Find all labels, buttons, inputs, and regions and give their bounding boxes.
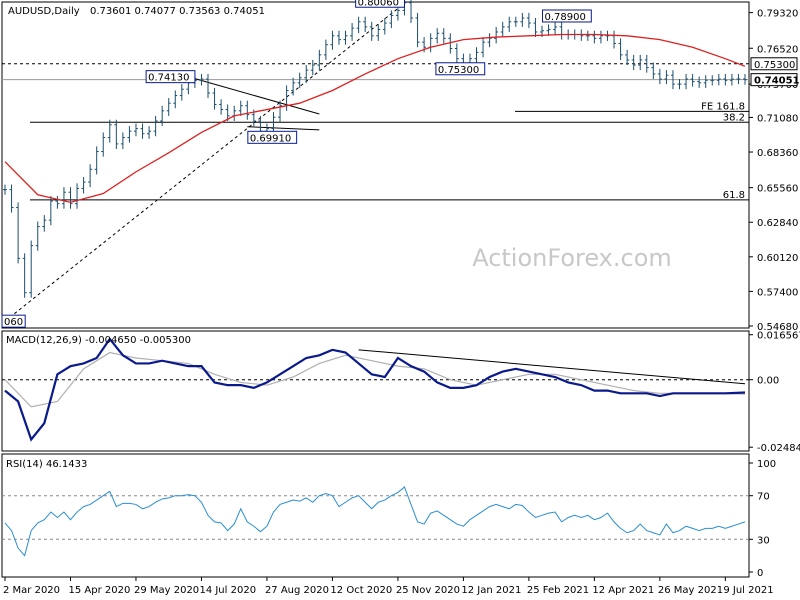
annotation-label-2: 0.75300	[438, 65, 479, 76]
date-tick-label: 29 May 2020	[134, 585, 199, 596]
date-tick-label: 9 Jul 2021	[723, 585, 773, 596]
price-axis: 0.793200.765200.737000.710800.683600.655…	[749, 9, 800, 333]
macd-tick-label: -0.02484	[757, 443, 800, 454]
rsi-tick-label: 100	[757, 459, 776, 470]
rsi-axis: 100 70 30 0	[749, 459, 776, 579]
trend-line-dashed	[4, 2, 405, 322]
rsi-panel-frame	[1, 453, 750, 578]
moving-average-line	[4, 33, 746, 204]
level-label-3: 38.2	[723, 112, 745, 123]
price-tag-box-0	[750, 57, 798, 71]
triangle-lower-line	[247, 126, 320, 131]
annotation-label-0: 0.80060	[358, 0, 399, 8]
price-tag-label-0: 0.75300	[754, 60, 795, 71]
rsi-line	[4, 486, 746, 557]
triangle-upper-line	[194, 78, 320, 115]
annotation-label-3: 0.74130	[148, 73, 189, 84]
date-tick-label: 25 Feb 2021	[527, 585, 589, 596]
level-label-4: 61.8	[723, 190, 745, 201]
date-tick-label: 12 Oct 2020	[330, 585, 392, 596]
annotation-label-1: 0.78900	[544, 12, 585, 23]
macd-title: MACD(12,26,9) -0.004650 -0.005300	[6, 335, 191, 346]
rsi-series	[2, 486, 749, 557]
price-tick-label: 0.71080	[757, 113, 798, 124]
macd-signal-line	[4, 351, 746, 408]
date-tick-label: 2 Mar 2020	[3, 585, 60, 596]
level-label-2: FE 161.8	[701, 101, 745, 112]
date-tick-label: 12 Jan 2021	[461, 585, 521, 596]
date-tick-label: 26 May 2021	[658, 585, 723, 596]
macd-axis: 0.016567 0.00 -0.02484	[749, 331, 800, 454]
price-tag-label-1: 0.74051	[754, 76, 800, 87]
date-tick-label: 12 Apr 2021	[592, 585, 654, 596]
rsi-title: RSI(14) 46.1433	[6, 459, 87, 470]
rsi-tick-label: 70	[757, 492, 770, 503]
macd-panel-frame	[1, 330, 750, 452]
price-series	[3, 0, 747, 298]
annotation-box-5	[1, 314, 26, 328]
price-tick-label: 0.79320	[757, 9, 798, 20]
annotation-box-2	[435, 62, 486, 76]
rsi-tick-label: 0	[757, 568, 763, 579]
annotation-box-1	[541, 9, 592, 23]
price-tick-label: 0.62840	[757, 218, 798, 229]
symbol-label: AUDUSD,Daily	[8, 6, 80, 17]
macd-series	[2, 337, 749, 442]
macd-trend-line	[358, 349, 746, 385]
macd-tick-label: 0.016567	[757, 331, 800, 342]
price-tick-label: 0.65560	[757, 184, 798, 195]
price-tick-label: 0.76520	[757, 44, 798, 55]
price-annotations: 0.80060 0.78900 0.75300 0.74130 0.69910 060	[1, 0, 592, 328]
macd-tick-label: 0.00	[757, 376, 779, 387]
date-axis: 2 Mar 2020 15 Apr 2020 29 May 2020 14 Jul 2…	[3, 577, 774, 596]
price-tick-label: 0.60120	[757, 253, 798, 264]
annotation-box-4	[247, 130, 298, 144]
price-tick-label: 0.57400	[757, 287, 798, 298]
macd-main-line	[4, 337, 746, 442]
date-tick-label: 15 Apr 2020	[68, 585, 130, 596]
price-tick-label: 0.68360	[757, 148, 798, 159]
price-tag-box-1	[750, 73, 798, 87]
date-tick-label: 27 Aug 2020	[265, 585, 329, 596]
price-guide-lines: FE 161.838.2 61.8	[2, 2, 749, 322]
watermark-text: ActionForex.com	[472, 244, 672, 272]
date-tick-label: 14 Jul 2020	[199, 585, 256, 596]
annotation-label-4: 0.69910	[250, 133, 291, 144]
annotation-label-5: 060	[4, 317, 23, 328]
annotation-box-3	[145, 70, 196, 84]
price-tick-label: 0.54680	[757, 322, 798, 333]
ohlc-label: 0.73601 0.74077 0.73563 0.74051	[90, 6, 265, 17]
date-tick-label: 25 Nov 2020	[396, 585, 460, 596]
annotation-box-0	[355, 0, 405, 8]
rsi-tick-label: 30	[757, 535, 770, 546]
